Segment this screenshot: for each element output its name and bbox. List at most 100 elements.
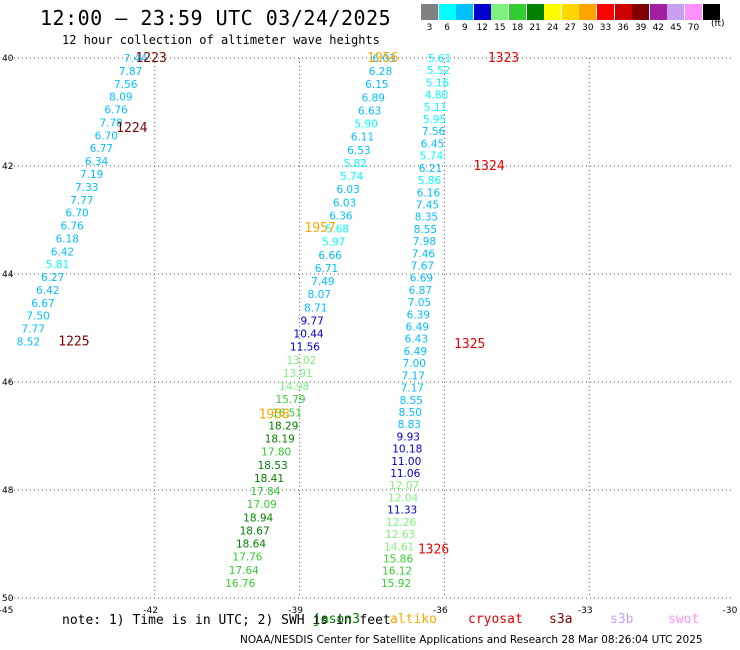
wave-height-value: 5.90 [354, 119, 377, 131]
lat-tick-label: 44 [2, 270, 14, 280]
wave-height-value: 7.19 [80, 169, 103, 181]
wave-height-value: 5.95 [423, 114, 446, 126]
satellite-legend-item: s3a [549, 612, 573, 627]
wave-height-value: 6.70 [95, 130, 118, 142]
wave-height-value: 6.39 [407, 309, 430, 321]
orbit-label: 1224 [116, 121, 147, 136]
wave-height-value: 6.45 [421, 138, 444, 150]
satellite-legend-item: cryosat [468, 612, 523, 627]
scale-swatch [614, 4, 632, 20]
wave-height-value: 7.00 [403, 358, 426, 370]
lat-tick-label: 50 [2, 594, 14, 604]
scale-swatch [702, 4, 720, 20]
scale-unit-label: (ft) [711, 19, 725, 29]
wave-height-value: 8.09 [109, 92, 132, 104]
wave-height-value: 6.27 [41, 272, 64, 284]
scale-label: 6 [444, 23, 450, 33]
wave-height-value: 8.07 [308, 289, 331, 301]
credit-line: NOAA/NESDIS Center for Satellite Applica… [240, 634, 703, 646]
wave-height-value: 18.19 [265, 434, 295, 446]
wave-height-value: 18.94 [243, 512, 273, 524]
scale-label: 12 [476, 23, 489, 33]
wave-height-value: 5.52 [427, 65, 450, 77]
wave-height-value: 6.43 [405, 334, 428, 346]
wave-height-value: 5.74 [420, 151, 444, 163]
scale-label: 27 [564, 23, 577, 33]
wave-height-value: 6.89 [362, 92, 385, 104]
wave-height-value: 9.93 [397, 431, 420, 443]
orbit-label: 1326 [418, 542, 449, 557]
wave-height-value: 6.16 [417, 187, 441, 199]
wave-height-value: 5.61 [428, 53, 451, 65]
wave-height-value: 7.44 [124, 53, 148, 65]
scale-label: 3 [426, 23, 433, 33]
scale-swatch [597, 4, 614, 20]
lon-tick-label: -42 [143, 606, 158, 616]
orbit-label: 1223 [135, 51, 166, 66]
wave-height-value: 18.53 [258, 460, 288, 472]
wave-height-value: 6.03 [333, 197, 356, 209]
wave-height-value: 7.98 [413, 236, 436, 248]
altimeter-tracks: 7.447.877.568.096.767.786.706.776.347.19… [17, 53, 452, 590]
wave-height-value: 7.77 [70, 195, 93, 207]
wave-height-value: 7.17 [401, 383, 424, 395]
wave-height-value: 12.63 [385, 529, 415, 541]
wave-height-value: 18.29 [268, 420, 298, 432]
wave-height-value: 13.91 [283, 368, 313, 380]
satellite-legend-item: swot [668, 612, 700, 627]
wave-height-value: 5.81 [46, 259, 69, 271]
wave-height-value: 10.18 [392, 444, 422, 456]
wave-height-value: 8.55 [414, 224, 437, 236]
lat-tick-label: 40 [2, 54, 14, 64]
map-title: 12:00 — 23:59 UTC 03/24/2025 [40, 6, 392, 30]
wave-height-value: 7.56 [422, 126, 446, 138]
wave-height-value: 6.70 [65, 208, 88, 220]
wave-height-value: 7.17 [402, 370, 425, 382]
scale-label: 45 [670, 23, 682, 33]
scale-label: 18 [511, 23, 524, 33]
lon-tick-label: -36 [433, 606, 448, 616]
wave-height-value: 6.76 [60, 221, 84, 233]
scale-swatch [649, 4, 667, 20]
wave-height-value: 18.64 [236, 539, 266, 551]
wave-height-value: 6.87 [409, 285, 432, 297]
orbit-label: 1958 [259, 407, 290, 422]
wave-height-value: 6.67 [31, 298, 54, 310]
wave-height-value: 7.67 [411, 261, 434, 273]
wave-height-value: 8.52 [17, 337, 40, 349]
wave-height-value: 11.56 [290, 342, 320, 354]
wave-height-value: 6.34 [85, 156, 109, 168]
wave-height-value: 11.06 [390, 468, 420, 480]
wave-height-value: 14.61 [384, 541, 414, 553]
scale-swatch [667, 4, 685, 20]
orbit-number-labels: 1223 1224 1225 1956 1957 1958 1323 1324 1325 1326 [58, 51, 519, 557]
wave-height-value: 6.03 [372, 53, 395, 65]
wave-height-value: 6.69 [410, 273, 433, 285]
wave-height-value: 6.77 [90, 143, 113, 155]
wave-height-value: 15.79 [276, 394, 306, 406]
wave-height-value: 18.67 [240, 525, 270, 537]
lat-tick-label: 46 [2, 378, 14, 388]
wave-height-value: 16.51 [272, 407, 302, 419]
wave-height-value: 17.80 [261, 447, 291, 459]
orbit-label: 1323 [488, 51, 519, 66]
lat-tick-label: 48 [2, 486, 14, 496]
wave-height-value: 6.18 [56, 233, 79, 245]
wave-height-value: 7.49 [311, 276, 334, 288]
wave-height-value: 13.02 [286, 355, 316, 367]
wave-height-value: 17.64 [229, 565, 259, 577]
wave-height-value: 6.53 [347, 145, 370, 157]
orbit-label: 1225 [58, 335, 89, 350]
lon-tick-label: -45 [0, 606, 13, 616]
wave-height-value: 7.50 [26, 311, 49, 323]
wave-height-value: 12.07 [389, 480, 419, 492]
scale-swatch [544, 4, 562, 20]
scale-label: 24 [546, 23, 559, 33]
wave-height-value: 8.71 [304, 302, 327, 314]
wave-height-value: 4.80 [425, 90, 448, 102]
wave-height-value: 10.44 [294, 329, 324, 341]
wave-height-value: 8.55 [400, 395, 423, 407]
wave-height-value: 18.41 [254, 473, 284, 485]
scale-label: 21 [529, 23, 541, 33]
scale-swatch [526, 4, 544, 20]
